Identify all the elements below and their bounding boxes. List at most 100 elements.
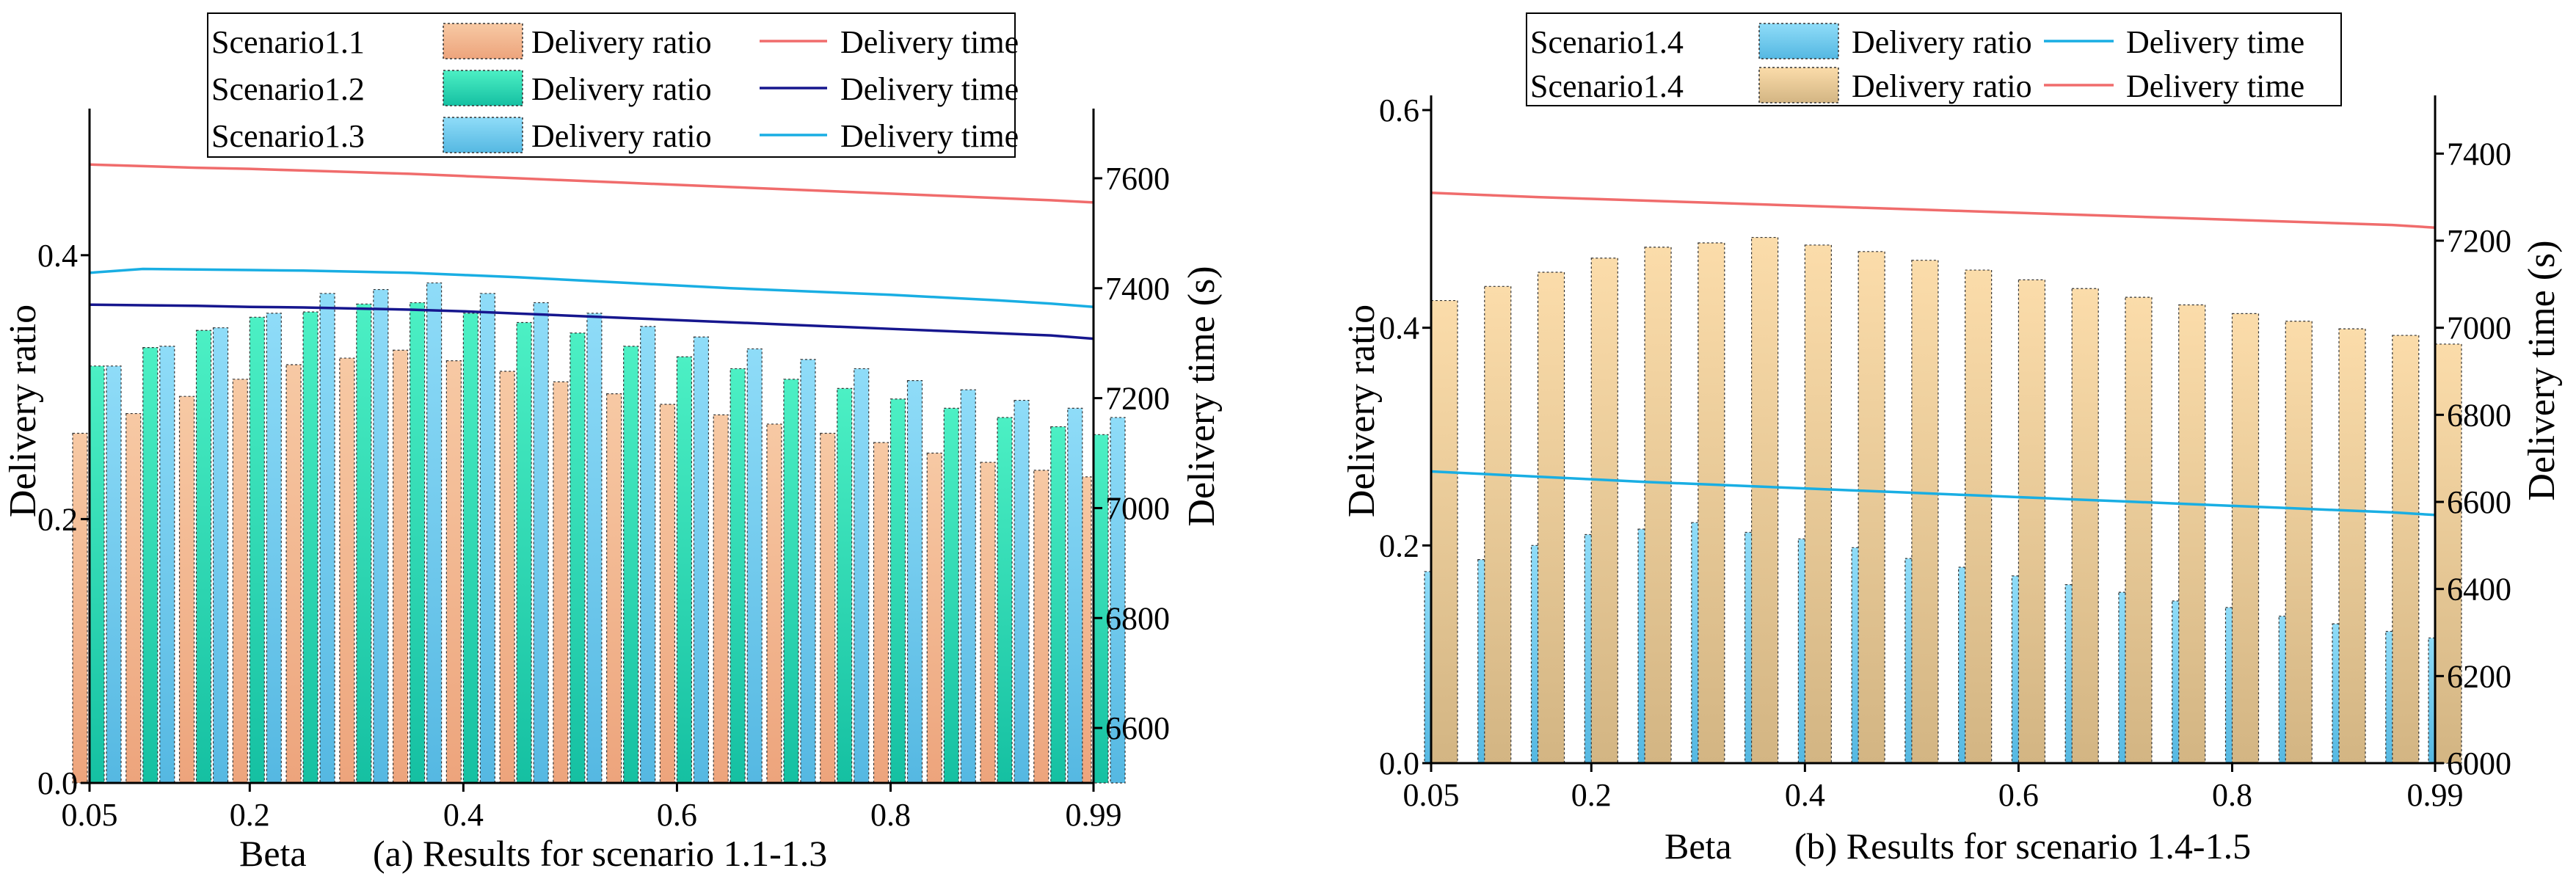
y-right-tick-label: 6800 <box>1105 600 1170 636</box>
bar <box>659 404 676 784</box>
x-tick-label: 0.2 <box>230 797 270 833</box>
bar <box>1590 258 1618 764</box>
bar <box>926 452 942 784</box>
legend-scenario-label: Scenario1.3 <box>211 118 365 154</box>
bar <box>1033 470 1049 784</box>
bar <box>2231 313 2260 764</box>
legend-bar-swatch <box>1758 67 1839 103</box>
bar <box>499 371 515 784</box>
line-series-Scenario1-3-2 <box>89 267 1094 308</box>
bar <box>2338 328 2366 764</box>
bar <box>72 432 88 784</box>
bar <box>873 442 889 784</box>
x-tick-label: 0.4 <box>443 797 484 833</box>
bar <box>195 329 212 784</box>
legend-bar-label: Delivery ratio <box>531 118 712 154</box>
legend-scenario-label: Scenario1.2 <box>211 71 365 107</box>
legend: Scenario1.1 Delivery ratio Delivery time Sc… <box>207 12 1019 158</box>
legend-bar-swatch <box>443 23 523 59</box>
x-axis-label: Beta <box>239 833 307 874</box>
bar <box>1014 399 1030 784</box>
bar-series-Scenario1-1-0 <box>72 349 1092 784</box>
bar <box>1698 242 1725 764</box>
bar <box>943 407 959 784</box>
line-series-Scenario1-4-1 <box>1430 191 2436 229</box>
bar <box>1110 417 1126 784</box>
bar <box>1750 236 1779 764</box>
legend-scenario-label: Scenario1.4 <box>1530 24 1684 60</box>
bar <box>142 347 159 784</box>
y-tick-label: 0.0 <box>1379 746 1419 781</box>
bar <box>553 381 569 784</box>
y-axis-label-right: Delivery time (s) <box>1181 266 1223 526</box>
bar <box>1911 260 1939 764</box>
y-right-tick-label: 7000 <box>1105 490 1170 526</box>
bar <box>693 336 710 784</box>
y-right-tick-label: 6800 <box>2447 397 2511 433</box>
x-tick-label: 0.05 <box>62 797 118 833</box>
y-right-tick-label: 6600 <box>1105 710 1170 746</box>
bar <box>2178 304 2206 764</box>
bar <box>159 346 175 784</box>
bar <box>997 417 1013 784</box>
bar <box>319 293 335 784</box>
y-tick-label: 0.4 <box>37 238 78 274</box>
bar <box>586 313 603 784</box>
x-tick-label: 0.6 <box>657 797 697 833</box>
bar-series-Scenario1-4-1 <box>1430 236 2462 764</box>
legend-line-label: Delivery time <box>840 118 1019 154</box>
y-tick-label: 0.2 <box>37 501 78 537</box>
y-right-tick-label: 7600 <box>1105 161 1170 197</box>
bar <box>1644 247 1672 764</box>
x-tick-label: 0.05 <box>1403 777 1460 813</box>
bar <box>570 332 586 784</box>
line-series-Scenario1-1-0 <box>89 163 1094 204</box>
bar <box>2125 296 2153 764</box>
legend: Scenario1.4 Delivery ratio Delivery time Sc… <box>1526 12 2342 106</box>
bar <box>212 327 229 784</box>
legend-line-label: Delivery time <box>2126 24 2304 60</box>
legend-box <box>1526 12 2342 106</box>
bar <box>125 412 142 784</box>
y-axis-label-right: Delivery time (s) <box>2521 240 2563 500</box>
bar <box>392 349 409 784</box>
bar <box>1858 251 1885 764</box>
y-axis-label: Delivery ratio <box>1341 305 1383 517</box>
x-axis-label: Beta <box>1664 825 1732 867</box>
bar <box>2071 288 2099 764</box>
bar <box>1050 426 1066 784</box>
bar <box>960 389 976 784</box>
y-tick-label: 0.0 <box>37 765 78 801</box>
legend-scenario-label: Scenario1.1 <box>211 24 365 60</box>
bar <box>445 360 462 784</box>
bar <box>800 359 816 784</box>
y-right-tick-label: 7200 <box>2447 223 2511 259</box>
x-tick-label: 0.8 <box>2212 777 2252 813</box>
chart-caption: (a) Results for scenario 1.1-1.3 <box>373 833 827 874</box>
bar <box>676 356 693 784</box>
y-axis-label: Delivery ratio <box>2 305 44 517</box>
bar <box>640 326 656 784</box>
y-tick-label: 0.2 <box>1379 528 1419 564</box>
line-series-Scenario1-2-1 <box>89 303 1094 340</box>
line-series-Scenario1-4-0 <box>1430 470 2436 517</box>
y-right-tick-label: 6600 <box>2447 484 2511 520</box>
bar <box>766 423 782 784</box>
legend-bar-label: Delivery ratio <box>1852 68 2032 104</box>
bar <box>2017 279 2046 764</box>
x-tick-label: 0.99 <box>2407 777 2464 813</box>
legend-line-label: Delivery time <box>2126 68 2304 104</box>
legend-bar-label: Delivery ratio <box>531 24 712 60</box>
bar <box>178 396 195 784</box>
bar <box>1965 269 1993 764</box>
bar <box>1804 244 1832 764</box>
legend-bar-swatch <box>1758 23 1839 59</box>
bar <box>837 387 853 784</box>
bar <box>533 302 549 784</box>
bar <box>746 348 763 784</box>
y-right-tick-label: 6400 <box>2447 572 2511 608</box>
x-tick-label: 0.6 <box>1998 777 2039 813</box>
bar-series-Scenario1-3-2 <box>106 282 1126 784</box>
bar <box>854 368 870 784</box>
